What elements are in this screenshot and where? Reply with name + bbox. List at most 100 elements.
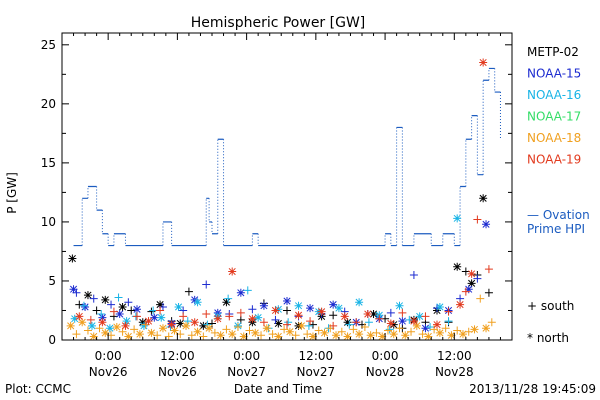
data-point [69,285,78,294]
data-point [248,314,257,323]
data-point [262,324,271,333]
data-point [210,328,219,337]
data-point [320,328,329,337]
data-point [386,319,395,328]
y-tick-label: 15 [41,156,56,170]
data-point [435,328,444,337]
data-point [401,331,410,340]
data-point [453,262,462,271]
data-point [378,332,387,341]
data-point [395,301,404,310]
x-tick-label: 12:00 [437,349,472,363]
series-noaa-15 [69,220,491,333]
data-point [184,287,193,296]
data-point [291,331,300,340]
data-point [124,298,133,307]
data-point [193,327,202,336]
data-point [199,321,208,330]
data-point [147,328,156,337]
data-point [433,320,441,329]
data-point [105,324,114,333]
data-point [389,330,398,339]
data-point [182,321,191,330]
y-tick-label: 25 [41,38,56,52]
data-point [72,288,81,297]
legend-group: METP-02 NOAA-15 NOAA-16 NOAA-17 NOAA-18 NOAA-… [527,45,590,345]
data-point [456,300,465,309]
data-point [412,321,421,330]
legend-entry: NOAA-18 [527,131,581,145]
legend-entry: NOAA-17 [527,110,581,124]
x-tick-label: 0:00 [372,349,399,363]
legend-marker-south: + south [527,299,574,313]
data-point [156,300,165,309]
data-point [83,291,92,300]
data-point [441,324,450,333]
data-point [98,318,107,327]
data-point [101,295,110,304]
data-point [383,326,392,335]
series-noaa-19 [75,58,493,330]
data-point [297,321,306,330]
data-point [340,312,349,321]
data-point [187,331,196,340]
data-point [389,320,398,329]
data-point [421,324,430,333]
data-point [208,319,216,328]
data-point [421,312,430,321]
data-point [114,293,123,302]
data-point [283,297,291,306]
data-point [484,265,493,274]
data-point [398,308,407,317]
data-point [124,332,133,341]
data-point [158,324,167,333]
data-point [274,332,283,341]
data-point [415,312,424,321]
data-point [127,306,136,315]
data-point [203,320,212,329]
data-point [75,300,84,309]
y-axis-label: P [GW] [5,172,19,214]
y-tick-label: 0 [48,333,56,347]
data-point [467,269,476,278]
data-point [122,317,131,326]
data-point [213,314,222,323]
data-point [285,327,294,336]
data-point [314,326,323,335]
x-tick-date: Nov28 [435,365,474,379]
x-tick-label: 0:00 [233,349,260,363]
data-point [202,280,211,289]
data-point [283,320,291,329]
data-point [139,321,148,330]
data-point [239,332,248,341]
data-point [334,304,343,313]
data-point [222,325,231,334]
data-point [375,314,384,323]
data-point [482,324,491,333]
data-point [233,323,242,332]
legend-entry: METP-02 [527,45,579,59]
data-point [138,318,147,327]
x-axis-label: Date and Time [234,382,322,396]
data-point [236,308,245,317]
data-point [107,300,116,309]
data-point [216,331,225,340]
data-point [487,318,496,327]
data-point [343,332,352,341]
data-point [202,310,211,319]
data-point [306,304,315,313]
legend-entry: NOAA-19 [527,153,581,167]
data-point [224,294,233,303]
data-point [453,214,462,223]
data-point [476,294,485,303]
data-point [355,330,364,339]
data-point [243,286,252,295]
data-point [329,311,338,320]
data-point [133,312,141,321]
plot-frame [61,32,513,341]
data-point [271,306,280,315]
data-point [153,331,162,340]
data-point [405,315,414,324]
data-point [363,310,372,319]
